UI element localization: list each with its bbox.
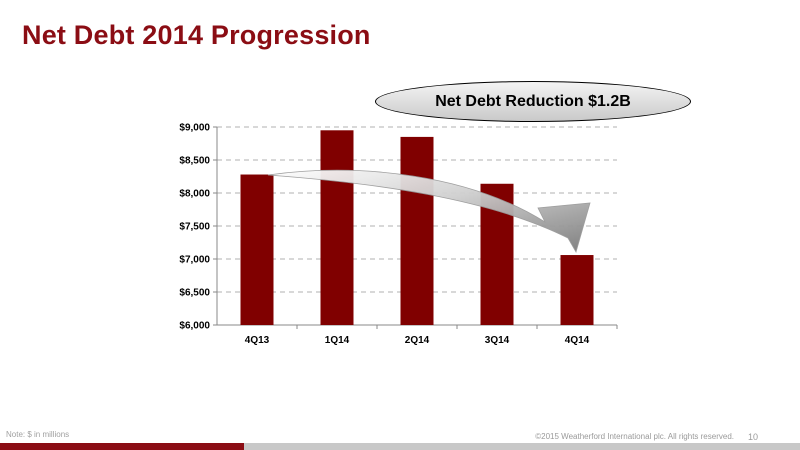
- bar-4Q13: [240, 174, 274, 325]
- bar-2Q14: [400, 136, 434, 325]
- x-axis-labels: 4Q13 1Q14 2Q14 3Q14 4Q14: [245, 335, 590, 346]
- bar-4Q14: [560, 255, 594, 325]
- x-tick-label: 2Q14: [405, 335, 430, 346]
- x-tick-label: 4Q14: [565, 335, 590, 346]
- x-tick-label: 3Q14: [485, 335, 510, 346]
- copyright-text: ©2015 Weatherford International plc. All…: [535, 432, 734, 441]
- footer-accent-bar: [0, 443, 244, 450]
- trend-arrow: [267, 169, 591, 254]
- y-tick-label: $8,000: [179, 189, 210, 200]
- slide-title: Net Debt 2014 Progression: [22, 20, 371, 50]
- y-tick-label: $7,000: [179, 255, 210, 266]
- y-tick-label: $6,500: [179, 288, 210, 299]
- chart-bars: [240, 130, 594, 325]
- y-tick-label: $7,500: [179, 222, 210, 233]
- x-tick-label: 4Q13: [245, 335, 270, 346]
- y-tick-label: $8,500: [179, 156, 210, 167]
- footer-grey-bar: [244, 443, 800, 450]
- page-number: 10: [748, 432, 759, 442]
- callout-ellipse: Net Debt Reduction $1.2B: [375, 81, 691, 122]
- bar-1Q14: [320, 130, 354, 325]
- y-tick-label: $9,000: [179, 123, 210, 134]
- y-axis-labels: $6,000 $6,500 $7,000 $7,500 $8,000 $8,500 $9,0…: [179, 123, 210, 332]
- y-tick-label: $6,000: [179, 321, 210, 332]
- footnote: Note: $ in millions: [6, 430, 70, 439]
- x-tick-label: 1Q14: [325, 335, 350, 346]
